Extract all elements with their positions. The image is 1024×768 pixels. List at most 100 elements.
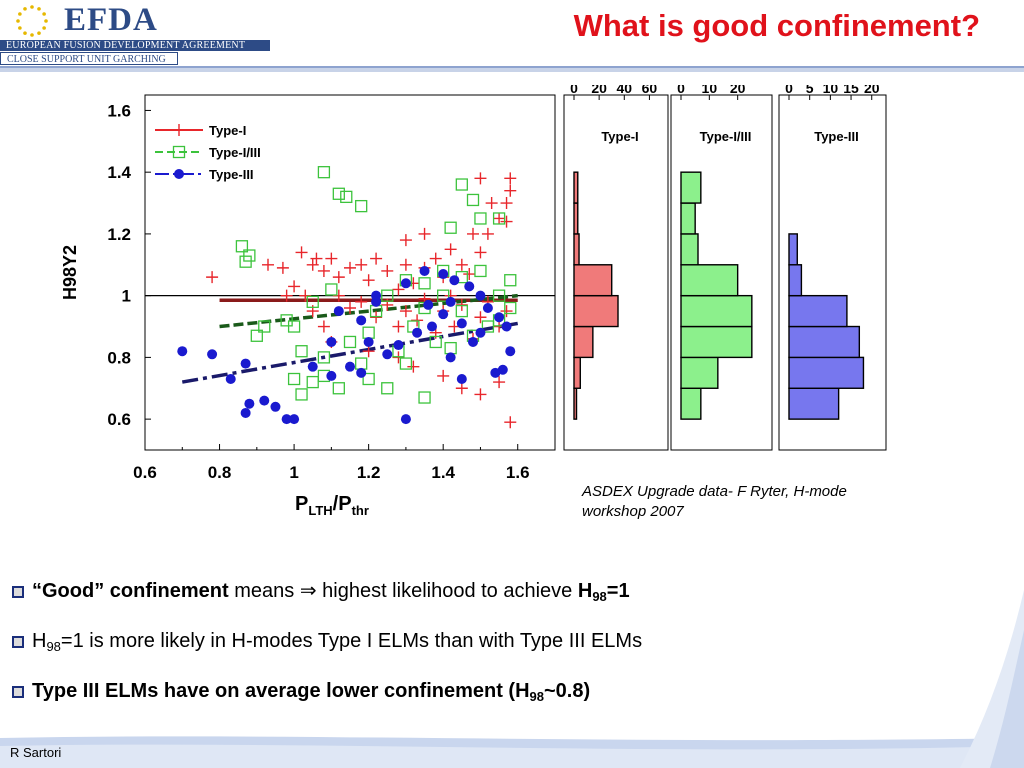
histogram-bar <box>680 294 753 328</box>
bullet-emphasis: =1 <box>606 580 630 602</box>
type-i-point <box>500 215 513 228</box>
x-tick-label: 1.6 <box>506 463 530 482</box>
histogram-bar <box>680 171 702 204</box>
type-iii-point <box>240 407 251 418</box>
histogram-frame <box>563 94 669 451</box>
histogram-frame <box>670 94 773 451</box>
type-i-point <box>392 283 405 296</box>
type-i-point <box>306 258 319 271</box>
type-i-point <box>392 351 405 364</box>
type-i-iii-point <box>317 166 331 179</box>
type-iii-point <box>356 367 367 378</box>
star-icon <box>18 12 22 16</box>
type-i-iii-point <box>362 372 375 386</box>
x-axis-label-subscript: thr <box>352 503 369 518</box>
caption-line: ASDEX Upgrade data- F Ryter, H-mode <box>582 483 847 500</box>
type-i-iii-point <box>340 190 353 204</box>
logo-text: EFDA <box>64 2 158 38</box>
histogram-tick-label: 0 <box>785 85 793 96</box>
histogram-bar <box>788 264 803 297</box>
type-iii-point <box>505 346 516 357</box>
subscript: 98 <box>46 639 61 654</box>
bullet-list: “Good” confinement means ⇒ highest likel… <box>12 578 1012 728</box>
histogram-tick-label: 60 <box>642 85 658 96</box>
type-i-iii-point <box>287 320 301 333</box>
type-i-point <box>344 302 356 314</box>
histogram-tick-label: 10 <box>823 85 839 96</box>
type-iii-point <box>259 395 270 406</box>
type-i-point <box>500 305 513 318</box>
histogram-tick-label: 20 <box>730 85 746 96</box>
histogram-bar <box>573 264 613 297</box>
type-i-iii-point <box>492 212 506 225</box>
histogram-bar <box>680 325 753 359</box>
histogram-bar <box>788 233 798 266</box>
type-i-iii-point <box>444 221 457 234</box>
histogram-bar <box>788 387 840 420</box>
bullet-emphasis: Type III ELMs have on average lower conf… <box>32 680 530 702</box>
type-i-point <box>504 172 517 185</box>
histogram-bar <box>573 356 581 389</box>
efda-logo: EFDA EUROPEAN FUSION DEVELOPMENT AGREEME… <box>0 0 270 66</box>
histogram-bar <box>680 202 696 235</box>
type-i-iii-point <box>466 193 480 207</box>
checkbox-bullet-icon <box>12 586 24 598</box>
type-iii-point <box>456 374 467 384</box>
type-i-point <box>467 227 479 240</box>
type-iii-point <box>281 414 292 425</box>
type-i-iii-point <box>504 301 517 315</box>
type-i-point <box>474 388 487 401</box>
type-iii-point <box>400 414 411 425</box>
histogram-bar <box>680 387 702 420</box>
bullet-emphasis: “Good” confinement <box>32 580 229 602</box>
type-i-point <box>418 227 431 240</box>
type-i-iii-point <box>474 212 487 225</box>
histogram-tick-label: 15 <box>843 85 859 96</box>
eu-stars-icon <box>16 5 48 37</box>
type-iii-point <box>438 309 449 320</box>
star-icon <box>44 19 48 23</box>
type-i-iii-point <box>172 145 186 159</box>
type-i-iii-point <box>295 345 308 358</box>
type-i-iii-point <box>381 382 394 395</box>
star-icon <box>16 19 20 23</box>
type-i-iii-point <box>474 264 487 278</box>
type-i-iii-point <box>239 255 252 268</box>
type-i-iii-point <box>250 329 263 342</box>
type-i-iii-point <box>355 357 368 370</box>
star-icon <box>30 33 34 37</box>
x-axis-label-part: /P <box>333 493 352 515</box>
histogram-bar <box>788 325 861 359</box>
type-iii-point <box>445 352 456 363</box>
type-i-iii-point <box>280 314 293 327</box>
type-iii-point <box>307 361 318 372</box>
bullet-text: =1 is more likely in H-modes Type I ELMs… <box>60 630 643 652</box>
type-i-point <box>463 268 476 281</box>
histogram-tick-label: 20 <box>864 85 880 96</box>
y-tick-label: 1.4 <box>107 163 131 182</box>
x-tick-label: 1.2 <box>357 463 381 482</box>
histogram-bar <box>573 233 580 266</box>
bullet-item: Type III ELMs have on average lower conf… <box>12 678 1012 704</box>
type-i-point <box>276 261 289 274</box>
type-i-iii-point <box>455 304 468 318</box>
type-iii-point <box>289 414 300 425</box>
fit-line <box>181 321 519 384</box>
bullet-emphasis: ~0.8) <box>544 680 591 702</box>
type-i-point <box>504 184 517 197</box>
star-icon <box>18 26 22 30</box>
type-iii-point <box>445 296 456 307</box>
type-i-point <box>493 376 506 389</box>
confinement-chart: 0.6 0.8 1 1.2 1.4 1.6 0.6 0.8 1 1.2 1.4 1.6 H98Y2 PLT… <box>60 85 887 518</box>
histogram-bar <box>573 387 578 420</box>
header-rule <box>0 66 1024 72</box>
type-i-point <box>310 252 323 265</box>
type-iii-point <box>427 321 437 332</box>
type-i-iii-point <box>399 357 413 370</box>
subscript: 98 <box>529 689 544 704</box>
type-i-point <box>474 172 487 185</box>
star-icon <box>42 12 46 16</box>
type-i-point <box>317 264 330 277</box>
type-i-iii-point <box>455 178 468 191</box>
type-i-point <box>370 311 383 324</box>
